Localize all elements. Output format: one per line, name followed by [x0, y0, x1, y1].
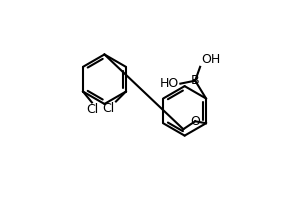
Text: B: B: [191, 74, 200, 87]
Text: O: O: [190, 115, 200, 128]
Text: HO: HO: [160, 77, 179, 90]
Text: Cl: Cl: [103, 103, 115, 115]
Text: OH: OH: [201, 53, 220, 66]
Text: Cl: Cl: [86, 103, 98, 116]
